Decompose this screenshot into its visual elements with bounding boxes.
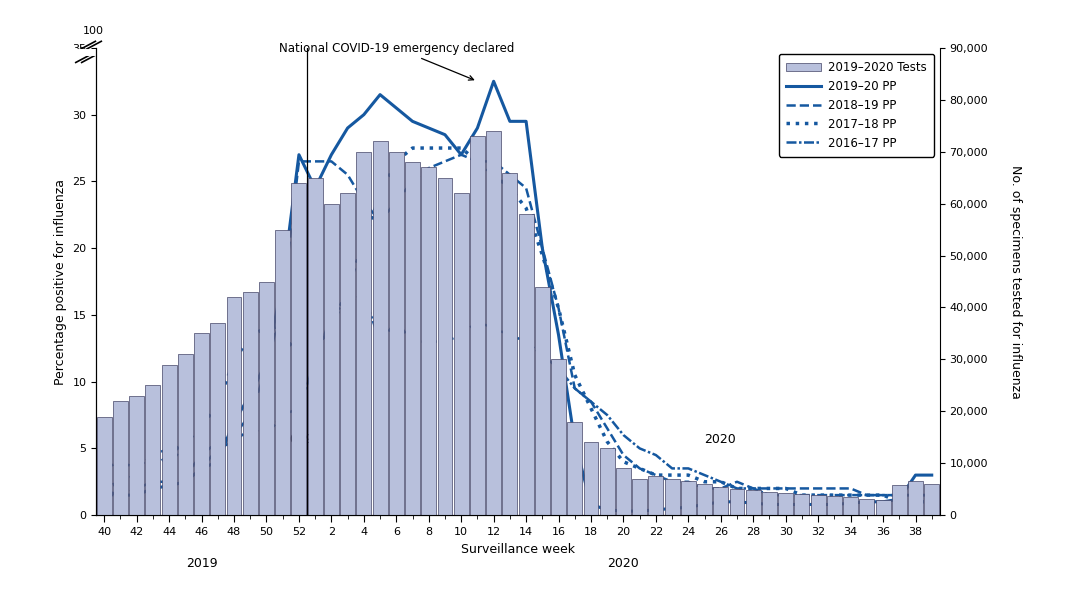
Bar	[308, 178, 323, 515]
Bar	[373, 141, 388, 515]
Bar	[827, 497, 842, 515]
Bar	[632, 479, 647, 515]
Bar	[357, 152, 372, 515]
X-axis label: Surveillance week: Surveillance week	[461, 543, 575, 555]
Bar	[519, 214, 534, 515]
Bar	[324, 204, 339, 515]
Text: 2020: 2020	[608, 557, 640, 570]
Y-axis label: Percentage positive for influenza: Percentage positive for influenza	[53, 179, 66, 385]
Bar	[664, 479, 679, 515]
Bar	[210, 323, 225, 515]
Bar	[470, 136, 485, 515]
Bar	[438, 178, 453, 515]
Bar	[535, 287, 550, 515]
Bar	[795, 494, 810, 515]
Bar	[876, 500, 891, 515]
Bar	[616, 468, 631, 515]
Bar	[129, 396, 144, 515]
Bar	[97, 416, 112, 515]
Bar	[600, 447, 615, 515]
Bar	[405, 162, 420, 515]
Bar	[242, 292, 257, 515]
Bar	[892, 485, 907, 515]
Legend: 2019–2020 Tests, 2019–20 PP, 2018–19 PP, 2017–18 PP, 2016–17 PP: 2019–2020 Tests, 2019–20 PP, 2018–19 PP,…	[779, 54, 933, 156]
Bar	[811, 495, 826, 515]
Text: 2019: 2019	[186, 557, 218, 570]
Bar	[745, 490, 760, 515]
Bar	[454, 193, 469, 515]
Text: 100: 100	[83, 26, 104, 36]
Bar	[697, 484, 712, 515]
Bar	[761, 492, 776, 515]
Bar	[226, 297, 241, 515]
Bar	[779, 494, 794, 515]
Bar	[567, 422, 582, 515]
Text: 2020: 2020	[704, 433, 736, 446]
Bar	[486, 131, 501, 515]
Text: 2019: 2019	[282, 433, 314, 446]
Bar	[681, 482, 696, 515]
Bar	[713, 486, 728, 515]
Bar	[340, 193, 355, 515]
Bar	[860, 498, 875, 515]
Bar	[113, 401, 128, 515]
Bar	[276, 229, 290, 515]
Bar	[729, 489, 744, 515]
Bar	[161, 365, 176, 515]
Bar	[648, 476, 663, 515]
Bar	[260, 282, 274, 515]
Bar	[194, 334, 209, 515]
Bar	[583, 443, 598, 515]
Bar	[908, 482, 923, 515]
Bar	[178, 354, 193, 515]
Bar	[292, 183, 307, 515]
Bar	[551, 359, 566, 515]
Bar	[924, 484, 939, 515]
Bar	[389, 152, 404, 515]
Bar	[843, 498, 858, 515]
Y-axis label: No. of specimens tested for influenza: No. of specimens tested for influenza	[1009, 165, 1022, 398]
Bar	[421, 167, 436, 515]
Text: National COVID-19 emergency declared: National COVID-19 emergency declared	[279, 41, 514, 80]
Bar	[502, 173, 517, 515]
Bar	[145, 385, 160, 515]
